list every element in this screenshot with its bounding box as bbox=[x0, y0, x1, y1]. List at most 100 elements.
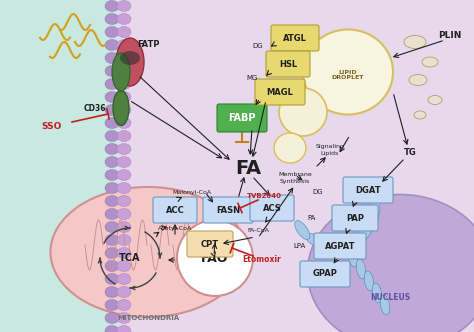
Ellipse shape bbox=[105, 78, 119, 90]
Ellipse shape bbox=[338, 237, 359, 249]
Ellipse shape bbox=[116, 38, 144, 86]
Ellipse shape bbox=[117, 325, 131, 332]
Ellipse shape bbox=[279, 88, 327, 136]
Text: Acetyl-CoA: Acetyl-CoA bbox=[158, 225, 192, 230]
Ellipse shape bbox=[112, 53, 130, 91]
Text: FASN: FASN bbox=[216, 206, 240, 214]
Ellipse shape bbox=[105, 143, 119, 154]
Ellipse shape bbox=[117, 274, 131, 285]
Text: PA: PA bbox=[308, 215, 316, 221]
Ellipse shape bbox=[117, 92, 131, 103]
Ellipse shape bbox=[356, 259, 366, 279]
Ellipse shape bbox=[105, 208, 119, 219]
Ellipse shape bbox=[355, 226, 372, 243]
Ellipse shape bbox=[422, 57, 438, 67]
Text: MAGL: MAGL bbox=[266, 88, 293, 97]
Ellipse shape bbox=[105, 183, 119, 194]
Ellipse shape bbox=[428, 96, 442, 105]
Ellipse shape bbox=[117, 78, 131, 90]
Ellipse shape bbox=[305, 233, 325, 247]
FancyBboxPatch shape bbox=[300, 261, 350, 287]
Ellipse shape bbox=[117, 247, 131, 259]
Text: MG: MG bbox=[246, 75, 258, 81]
Ellipse shape bbox=[105, 196, 119, 207]
Ellipse shape bbox=[409, 74, 427, 86]
Ellipse shape bbox=[105, 221, 119, 232]
Ellipse shape bbox=[105, 274, 119, 285]
Ellipse shape bbox=[372, 283, 382, 303]
Ellipse shape bbox=[295, 221, 310, 239]
FancyBboxPatch shape bbox=[203, 197, 253, 223]
Text: LIPID
DROPLET: LIPID DROPLET bbox=[332, 70, 364, 80]
Ellipse shape bbox=[117, 52, 131, 63]
Ellipse shape bbox=[363, 183, 377, 202]
Text: ACS: ACS bbox=[263, 204, 282, 212]
Ellipse shape bbox=[105, 14, 119, 25]
Ellipse shape bbox=[117, 156, 131, 168]
Text: CPT: CPT bbox=[201, 239, 219, 248]
Text: PLIN: PLIN bbox=[438, 31, 462, 40]
FancyBboxPatch shape bbox=[217, 104, 267, 132]
Ellipse shape bbox=[117, 14, 131, 25]
Ellipse shape bbox=[105, 27, 119, 38]
Text: PAP: PAP bbox=[346, 213, 364, 222]
Ellipse shape bbox=[117, 40, 131, 50]
Text: SSO: SSO bbox=[42, 122, 62, 130]
Text: TG: TG bbox=[404, 147, 416, 156]
Text: Signaling
Lipids: Signaling Lipids bbox=[316, 144, 345, 156]
Ellipse shape bbox=[303, 30, 393, 115]
Ellipse shape bbox=[370, 196, 380, 218]
Ellipse shape bbox=[117, 183, 131, 194]
FancyBboxPatch shape bbox=[187, 231, 233, 257]
Text: FABP: FABP bbox=[228, 113, 256, 123]
Ellipse shape bbox=[105, 40, 119, 50]
Text: GPAP: GPAP bbox=[312, 270, 337, 279]
Text: FA: FA bbox=[235, 158, 261, 178]
Ellipse shape bbox=[117, 27, 131, 38]
Text: LPA: LPA bbox=[294, 243, 306, 249]
Ellipse shape bbox=[105, 247, 119, 259]
Ellipse shape bbox=[117, 105, 131, 116]
Text: AGPAT: AGPAT bbox=[325, 241, 355, 251]
Ellipse shape bbox=[105, 118, 119, 128]
Ellipse shape bbox=[117, 261, 131, 272]
Ellipse shape bbox=[117, 118, 131, 128]
Circle shape bbox=[177, 220, 253, 296]
Ellipse shape bbox=[364, 271, 374, 291]
Ellipse shape bbox=[308, 195, 474, 332]
Ellipse shape bbox=[120, 51, 140, 65]
Text: TCA: TCA bbox=[119, 253, 141, 263]
FancyBboxPatch shape bbox=[332, 205, 378, 231]
Ellipse shape bbox=[113, 91, 129, 125]
Ellipse shape bbox=[274, 133, 306, 163]
FancyBboxPatch shape bbox=[153, 197, 197, 223]
Ellipse shape bbox=[117, 196, 131, 207]
Ellipse shape bbox=[117, 234, 131, 245]
Ellipse shape bbox=[117, 221, 131, 232]
Text: ACC: ACC bbox=[165, 206, 184, 214]
Ellipse shape bbox=[105, 1, 119, 12]
Ellipse shape bbox=[117, 299, 131, 310]
Text: TVB2640: TVB2640 bbox=[246, 193, 282, 199]
Ellipse shape bbox=[117, 143, 131, 154]
Ellipse shape bbox=[117, 65, 131, 76]
Text: DG: DG bbox=[253, 43, 264, 49]
Ellipse shape bbox=[366, 211, 379, 232]
Text: Malonyl-CoA: Malonyl-CoA bbox=[173, 190, 211, 195]
Ellipse shape bbox=[117, 312, 131, 323]
Text: FATP: FATP bbox=[137, 40, 159, 48]
Ellipse shape bbox=[348, 247, 358, 267]
Ellipse shape bbox=[117, 1, 131, 12]
FancyBboxPatch shape bbox=[266, 51, 310, 77]
Ellipse shape bbox=[117, 130, 131, 141]
Ellipse shape bbox=[105, 130, 119, 141]
Ellipse shape bbox=[117, 287, 131, 297]
Text: FAO: FAO bbox=[201, 252, 228, 265]
Text: ATGL: ATGL bbox=[283, 34, 307, 42]
Ellipse shape bbox=[105, 105, 119, 116]
Text: MITOCHONDRIA: MITOCHONDRIA bbox=[117, 315, 179, 321]
Ellipse shape bbox=[105, 156, 119, 168]
Text: DGAT: DGAT bbox=[355, 186, 381, 195]
Ellipse shape bbox=[320, 240, 343, 250]
Text: NUCLEUS: NUCLEUS bbox=[370, 293, 410, 302]
